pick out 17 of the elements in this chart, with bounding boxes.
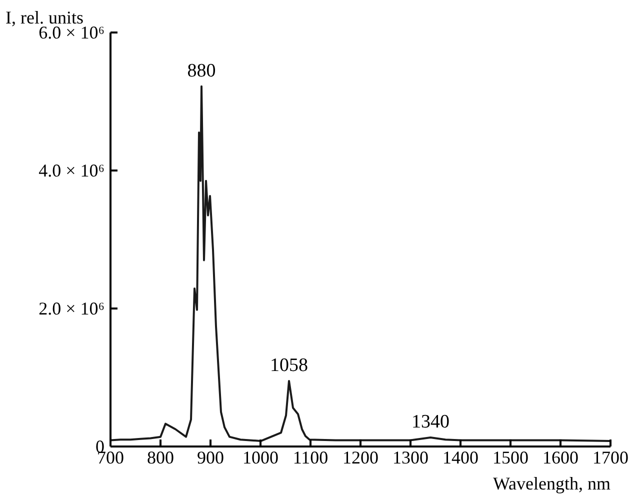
x-axis-title: Wavelength, nm [492, 474, 611, 494]
x-tick-label: 1500 [492, 448, 528, 468]
x-tick-label: 1000 [242, 448, 278, 468]
annotation: 1340 [412, 412, 450, 433]
x-tick-label: 1100 [292, 448, 328, 468]
annotation: 880 [187, 60, 216, 82]
line-series [110, 85, 610, 442]
x-tick-label: 900 [197, 448, 224, 468]
y-tick-label: 4.0 × 10⁶ [38, 160, 105, 180]
x-tick-label: 1700 [592, 448, 628, 468]
x-tick-label: 1200 [342, 448, 378, 468]
annotation: 1058 [270, 354, 308, 376]
x-tick-label: 1600 [542, 448, 578, 468]
y-tick-label: 2.0 × 10⁶ [38, 298, 105, 318]
x-tick-label: 1300 [392, 448, 428, 468]
x-tick-label: 1400 [442, 448, 478, 468]
x-tick-label: 800 [147, 448, 174, 468]
